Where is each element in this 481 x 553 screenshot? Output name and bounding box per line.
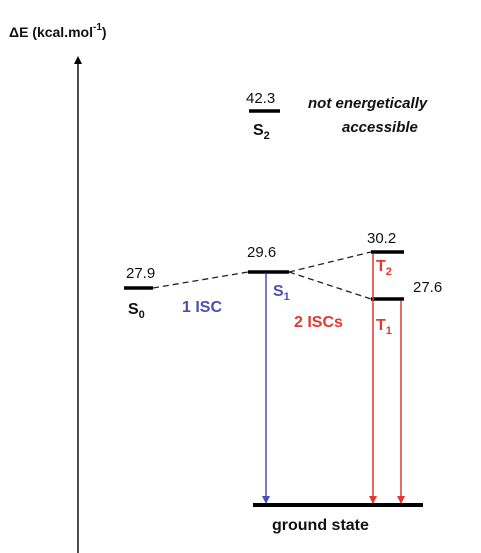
isc-connector-s0-s1	[152, 271, 249, 289]
isc-connector-s1-t1	[288, 271, 372, 300]
isc-connector-s1-t2	[288, 251, 372, 273]
note-line-1: not energetically	[308, 95, 428, 112]
ground-state-label: ground state	[272, 517, 369, 534]
note-line-2: accessible	[342, 119, 418, 136]
axis-title-exponent: -1	[93, 22, 102, 33]
s1-label: S1	[273, 283, 290, 303]
s1-energy: 29.6	[247, 244, 276, 261]
s0-energy: 27.9	[126, 265, 155, 282]
s2-label: S2	[253, 122, 270, 142]
t1-energy: 27.6	[413, 279, 442, 296]
s0-label: S0	[128, 301, 145, 321]
axis-title: ΔE (kcal.mol-1)	[9, 22, 107, 40]
axis-title-suffix: )	[102, 24, 107, 40]
one-isc-label: 1 ISC	[182, 299, 222, 316]
t1-label: T1	[376, 317, 392, 337]
t2-label: T2	[376, 258, 392, 278]
s2-energy: 42.3	[246, 90, 275, 107]
t2-energy: 30.2	[367, 230, 396, 247]
two-iscs-label: 2 ISCs	[294, 314, 343, 331]
axis-title-prefix: ΔE (kcal.mol	[9, 24, 93, 40]
